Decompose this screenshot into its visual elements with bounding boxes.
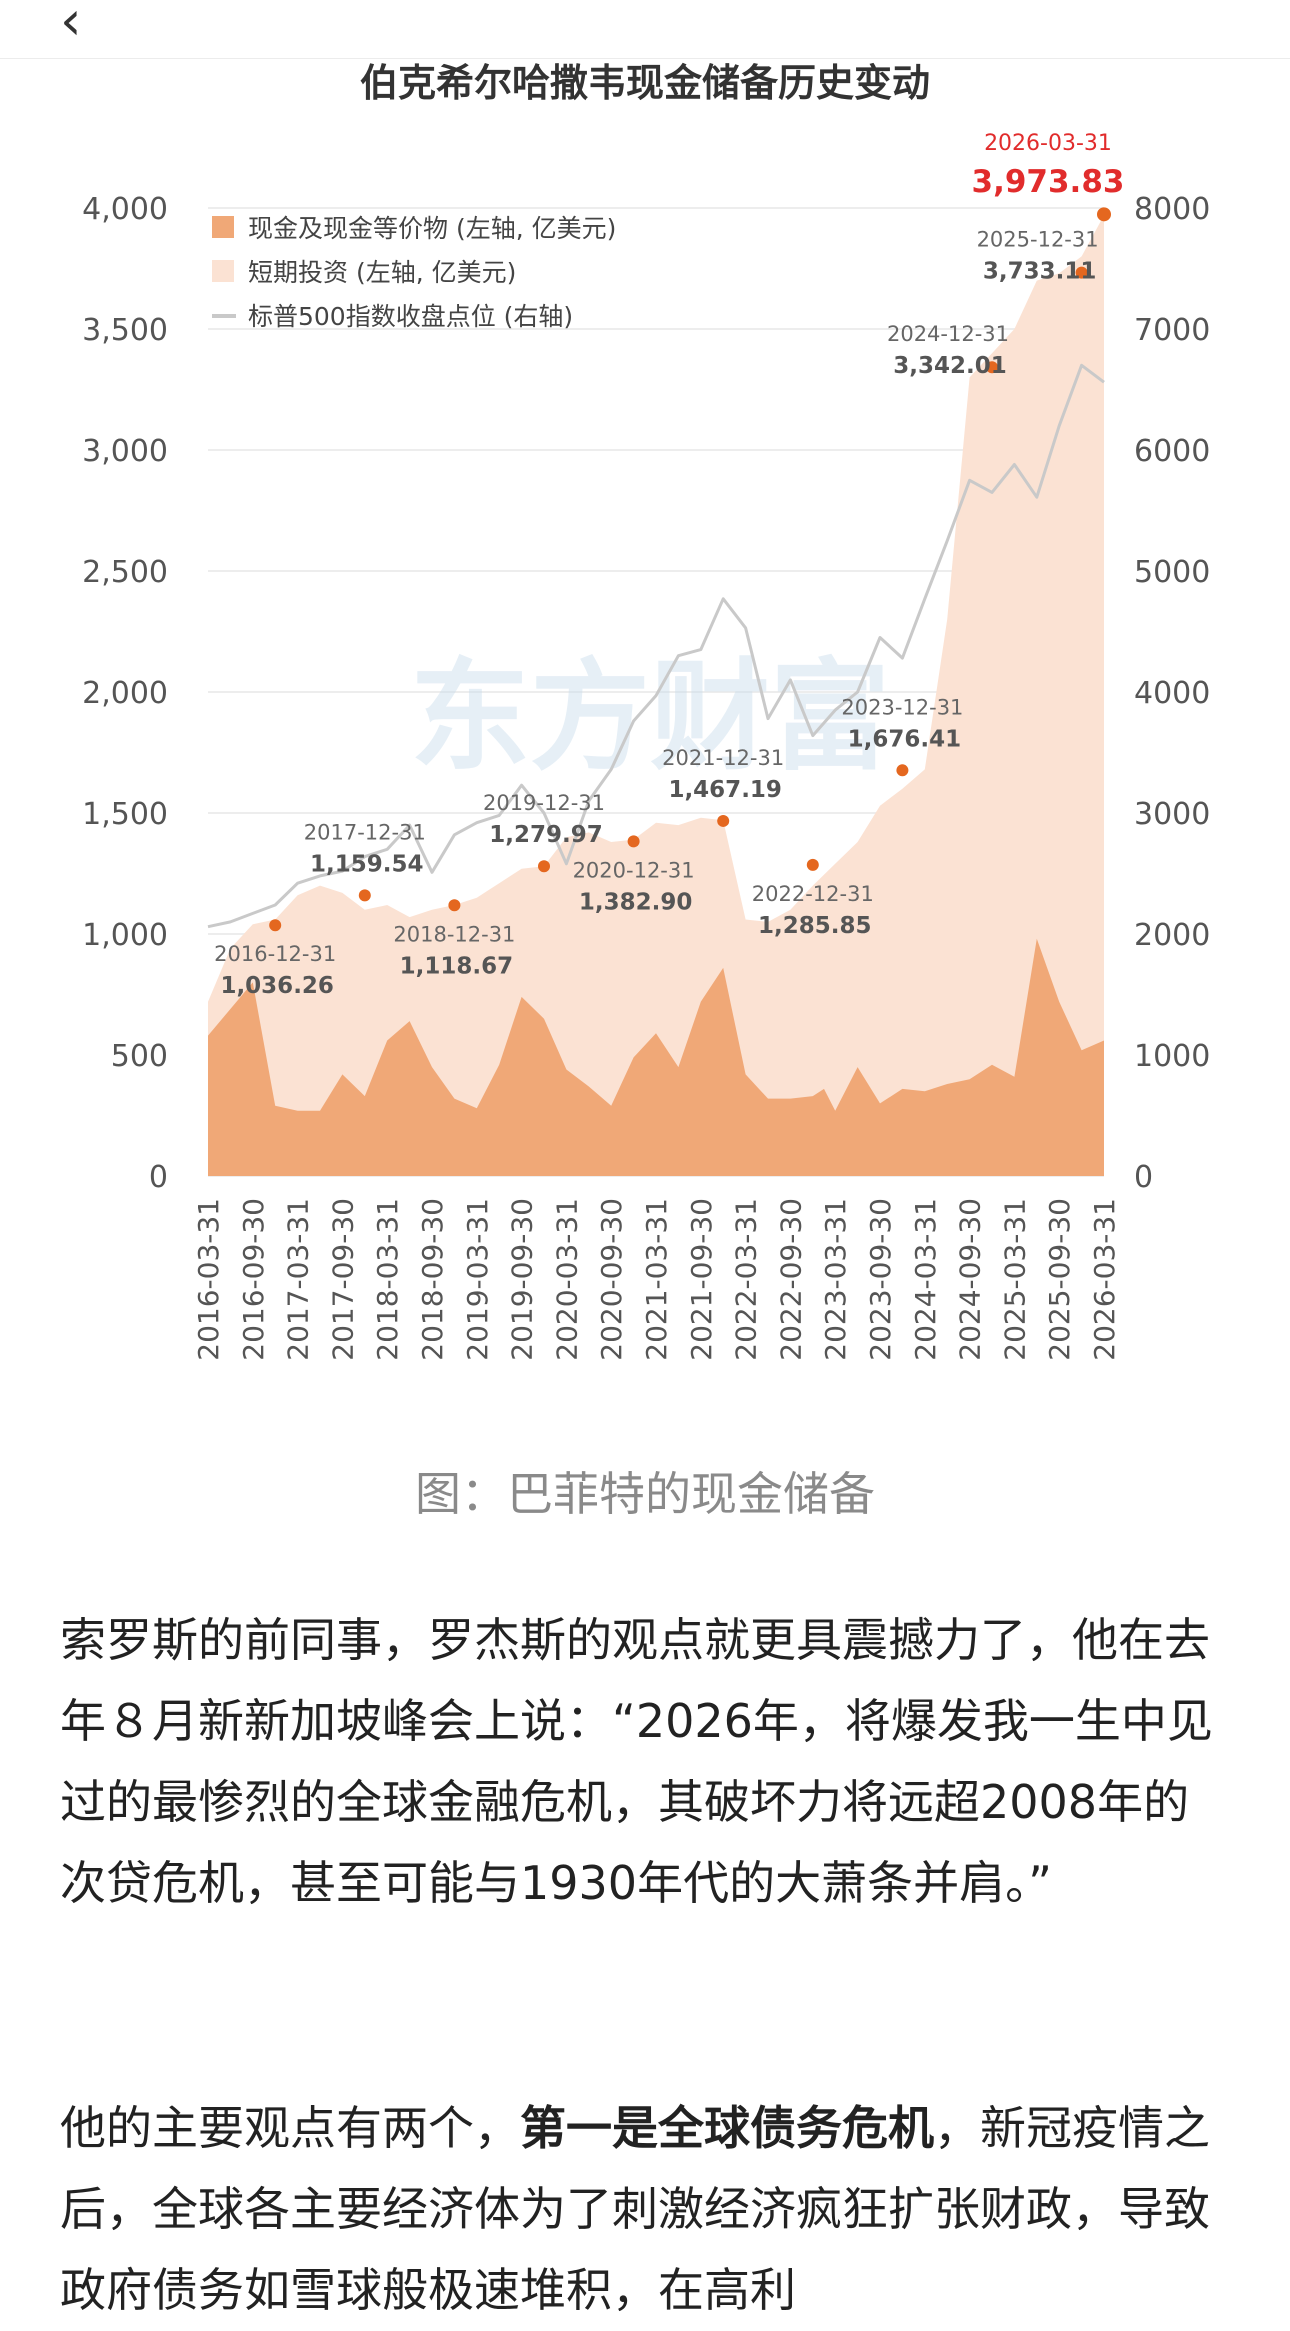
y-left-tick-label: 2,000 — [82, 676, 168, 711]
annotation-date: 2016-12-31 — [214, 942, 336, 966]
y-left-tick-label: 3,000 — [82, 434, 168, 469]
x-tick-label: 2017-03-31 — [282, 1198, 315, 1361]
annotation-date: 2021-12-31 — [662, 746, 784, 770]
article-paragraph-1: 索罗斯的前同事，罗杰斯的观点就更具震撼力了，他在去年８月新新加坡峰会上说：“20… — [60, 1613, 1213, 1910]
series-area-cash-equivalents — [208, 938, 1104, 1176]
y-right-tick-label: 1000 — [1134, 1039, 1210, 1074]
cash-reserve-chart: 伯克希尔哈撒韦现金储备历史变动 0 500 1,000 1,500 2,000 2,500 3… — [82, 61, 1210, 1361]
data-point-marker — [448, 899, 461, 912]
annotation-date: 2018-12-31 — [393, 922, 515, 946]
x-tick-label: 2024-03-31 — [909, 1198, 942, 1361]
x-tick-label: 2021-03-31 — [640, 1198, 673, 1361]
annotation-value: 1,285.85 — [758, 913, 872, 939]
annotation-date: 2019-12-31 — [483, 791, 605, 815]
data-point-marker — [1097, 207, 1111, 222]
data-point-marker — [717, 814, 730, 827]
data-point-marker — [358, 889, 371, 902]
watermark: 东方财富 — [410, 648, 890, 787]
legend-swatch — [212, 260, 234, 282]
x-tick-label: 2021-09-30 — [685, 1198, 718, 1361]
y-left-tick-label: 1,000 — [82, 918, 168, 953]
x-tick-label: 2016-03-31 — [192, 1198, 225, 1361]
y-right-tick-label: 2000 — [1134, 918, 1210, 953]
top-nav-bar: ‹ — [0, 0, 1290, 59]
annotation-date: 2026-03-31 — [984, 131, 1112, 156]
x-tick-label: 2022-09-30 — [774, 1198, 807, 1361]
annotation-date: 2025-12-31 — [977, 228, 1099, 252]
article-paragraph-2: 他的主要观点有两个，第一是全球债务危机，新冠疫情之后，全球各主要经济体为了刺激经… — [60, 2088, 1235, 2331]
annotation-value: 1,676.41 — [848, 726, 962, 752]
x-tick-label: 2018-09-30 — [416, 1198, 449, 1361]
annotation-value: 3,342.01 — [893, 353, 1007, 379]
x-tick-label: 2024-09-30 — [954, 1198, 987, 1361]
chart-title: 伯克希尔哈撒韦现金储备历史变动 — [360, 61, 930, 105]
x-tick-label: 2022-03-31 — [730, 1198, 763, 1361]
x-tick-label: 2025-09-30 — [1043, 1198, 1076, 1361]
annotation-value: 1,036.26 — [220, 973, 334, 999]
x-tick-label: 2020-09-30 — [595, 1198, 628, 1361]
y-right-tick-label: 7000 — [1134, 313, 1210, 348]
data-point-marker — [806, 858, 819, 871]
data-point-marker — [627, 835, 640, 848]
paragraph-2-rest: ，新冠疫情之后，全球各主要经济体为了刺激经济疯狂扩张财政，导致政府债务如雪球般极… — [60, 2101, 1210, 2317]
legend-label: 现金及现金等价物 (左轴, 亿美元) — [248, 214, 616, 243]
y-right-tick-label: 0 — [1134, 1160, 1153, 1195]
annotation-value: 3,733.11 — [983, 259, 1097, 285]
x-tick-label: 2020-03-31 — [550, 1198, 583, 1361]
data-point-marker — [896, 764, 909, 777]
legend-swatch — [212, 216, 234, 238]
x-tick-label: 2016-09-30 — [237, 1198, 270, 1361]
annotation-date: 2024-12-31 — [887, 322, 1009, 346]
legend-label: 标普500指数收盘点位 (右轴) — [248, 302, 573, 331]
x-tick-label: 2019-03-31 — [461, 1198, 494, 1361]
annotation-date: 2023-12-31 — [841, 695, 963, 719]
annotation-value: 1,279.97 — [489, 822, 603, 848]
x-tick-label: 2025-03-31 — [998, 1198, 1031, 1361]
paragraph-2-bold: 第一是全球债务危机 — [520, 2101, 934, 2155]
x-tick-label: 2026-03-31 — [1088, 1198, 1121, 1361]
x-tick-label: 2023-03-31 — [819, 1198, 852, 1361]
figure-caption: 图：巴菲特的现金储备 — [415, 1467, 875, 1521]
x-tick-label: 2017-09-30 — [326, 1198, 359, 1361]
legend-label: 短期投资 (左轴, 亿美元) — [248, 258, 516, 287]
annotation-date: 2020-12-31 — [573, 858, 695, 882]
data-point-marker — [1075, 266, 1088, 279]
x-tick-label: 2018-03-31 — [371, 1198, 404, 1361]
y-left-tick-label: 2,500 — [82, 555, 168, 590]
y-right-tick-label: 8000 — [1134, 192, 1210, 227]
y-left-tick-label: 3,500 — [82, 313, 168, 348]
annotation-value: 1,467.19 — [668, 777, 782, 803]
y-right-tick-label: 5000 — [1134, 555, 1210, 590]
y-right-tick-label: 4000 — [1134, 676, 1210, 711]
series-area-short-term-investment — [208, 215, 1104, 1177]
annotation-value: 1,159.54 — [310, 851, 424, 877]
y-right-tick-label: 6000 — [1134, 434, 1210, 469]
x-tick-label: 2019-09-30 — [506, 1198, 539, 1361]
paragraph-2-start: 他的主要观点有两个， — [60, 2101, 520, 2155]
y-left-tick-label: 4,000 — [82, 192, 168, 227]
annotation-value: 1,118.67 — [400, 953, 514, 979]
chevron-left-icon[interactable]: ‹ — [60, 0, 82, 52]
data-point-marker — [538, 860, 550, 873]
series-line-sp500 — [207, 363, 1105, 929]
y-left-tick-label: 0 — [149, 1160, 168, 1195]
x-tick-label: 2023-09-30 — [864, 1198, 897, 1361]
annotation-value: 3,973.83 — [972, 164, 1125, 200]
y-right-tick-label: 3000 — [1134, 797, 1210, 832]
annotation-date: 2017-12-31 — [304, 820, 426, 844]
data-point-marker — [269, 919, 282, 932]
annotation-date: 2022-12-31 — [752, 882, 874, 906]
y-left-tick-label: 500 — [111, 1039, 168, 1074]
y-left-tick-label: 1,500 — [82, 797, 168, 832]
data-point-marker — [986, 361, 998, 374]
annotation-value: 1,382.90 — [579, 889, 693, 915]
